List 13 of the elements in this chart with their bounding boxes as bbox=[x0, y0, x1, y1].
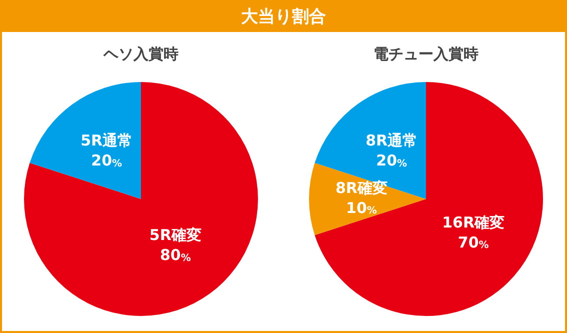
slice-label: 16R確変 bbox=[442, 213, 505, 232]
text: 大当り割合 bbox=[2, 2, 565, 32]
data-label: 80% bbox=[160, 246, 191, 264]
slice-label: 5R確変 bbox=[149, 226, 202, 244]
slice-label: 8R確変 bbox=[336, 178, 388, 197]
chart-title: 電チュー入賞時 bbox=[374, 44, 478, 63]
slice-label: 5R通常 bbox=[80, 132, 133, 150]
data-label: 20% bbox=[91, 152, 122, 170]
data-label: 10% bbox=[346, 198, 377, 217]
slice-label: 8R通常 bbox=[366, 132, 418, 150]
chart-title: ヘソ入賞時 bbox=[102, 44, 178, 63]
data-label: 70% bbox=[458, 233, 489, 252]
data-label: 20% bbox=[376, 152, 408, 170]
